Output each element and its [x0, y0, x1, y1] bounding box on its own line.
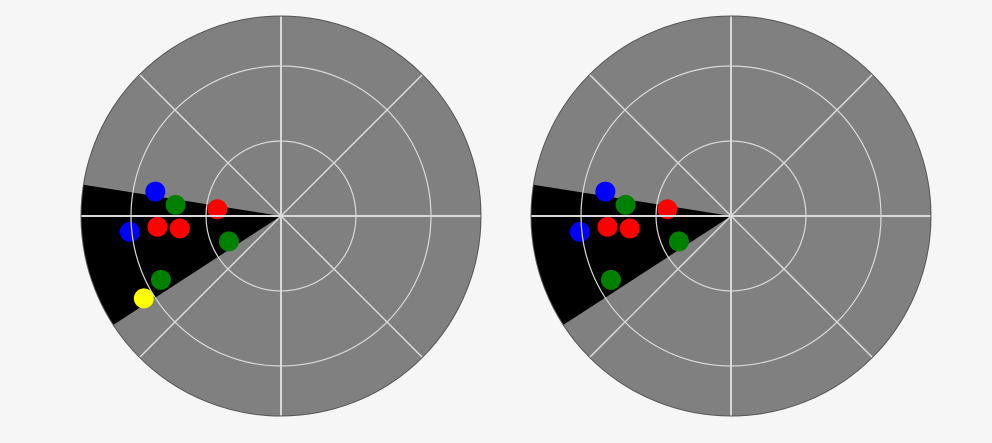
blip-4 [147, 216, 168, 237]
blip-5 [569, 221, 590, 242]
blip-7 [668, 231, 689, 252]
blip-5 [119, 221, 140, 242]
blip-2 [165, 194, 186, 215]
right-radar-display [530, 15, 932, 417]
grid-spoke-4 [139, 74, 423, 358]
scan-sector [81, 183, 281, 331]
left-radar-display [80, 15, 482, 417]
blip-layer [569, 181, 689, 290]
blip-2 [615, 194, 636, 215]
blip-layer [119, 181, 239, 309]
blip-7 [218, 231, 239, 252]
blip-3 [207, 199, 228, 220]
blip-1 [145, 181, 166, 202]
radar-rim [530, 15, 932, 417]
blip-8 [150, 269, 171, 290]
blip-9 [133, 288, 154, 309]
blip-4 [597, 216, 618, 237]
blip-8 [600, 269, 621, 290]
radar-rim [80, 15, 482, 417]
grid-spoke-4 [589, 74, 873, 358]
blip-6 [619, 218, 640, 239]
blip-1 [595, 181, 616, 202]
blip-3 [657, 199, 678, 220]
blip-6 [169, 218, 190, 239]
scan-sector [531, 183, 731, 331]
